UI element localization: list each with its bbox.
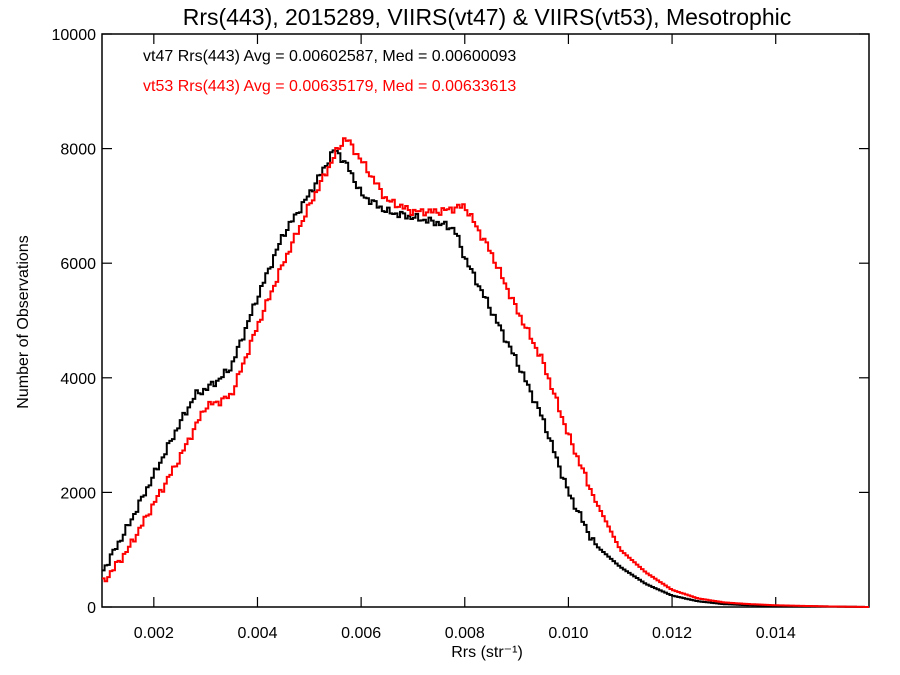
y-tick-label: 6000 bbox=[60, 256, 96, 273]
x-tick-label: 0.010 bbox=[548, 625, 588, 642]
y-tick-label: 0 bbox=[87, 600, 96, 617]
y-axis-label: Number of Observations bbox=[15, 235, 32, 408]
plot-frame bbox=[101, 33, 870, 608]
y-tick-label: 8000 bbox=[60, 142, 96, 159]
series-layer bbox=[102, 137, 869, 608]
x-tick-label: 0.004 bbox=[237, 625, 277, 642]
annotation-vt47: vt47 Rrs(443) Avg = 0.00602587, Med = 0.… bbox=[143, 48, 516, 65]
y-tick-label: 10000 bbox=[52, 27, 97, 44]
x-tick-label: 0.012 bbox=[652, 625, 692, 642]
chart-title: Rrs(443), 2015289, VIIRS(vt47) & VIIRS(v… bbox=[183, 4, 791, 30]
y-tick-label: 4000 bbox=[60, 371, 96, 388]
y-tick-label: 2000 bbox=[60, 485, 96, 502]
x-tick-label: 0.008 bbox=[445, 625, 485, 642]
x-axis-label: Rrs (str⁻¹) bbox=[451, 644, 523, 661]
annotation-vt53: vt53 Rrs(443) Avg = 0.00635179, Med = 0.… bbox=[143, 78, 516, 95]
x-tick-label: 0.006 bbox=[341, 625, 381, 642]
x-tick-label: 0.014 bbox=[756, 625, 796, 642]
series-line-1 bbox=[102, 137, 869, 608]
axis-ticks: 0.002 0.004 0.006 0.008 0.010 0.012 0.014 0 2000… bbox=[52, 27, 869, 642]
x-tick-label: 0.002 bbox=[134, 625, 174, 642]
series-line-0 bbox=[102, 149, 869, 608]
